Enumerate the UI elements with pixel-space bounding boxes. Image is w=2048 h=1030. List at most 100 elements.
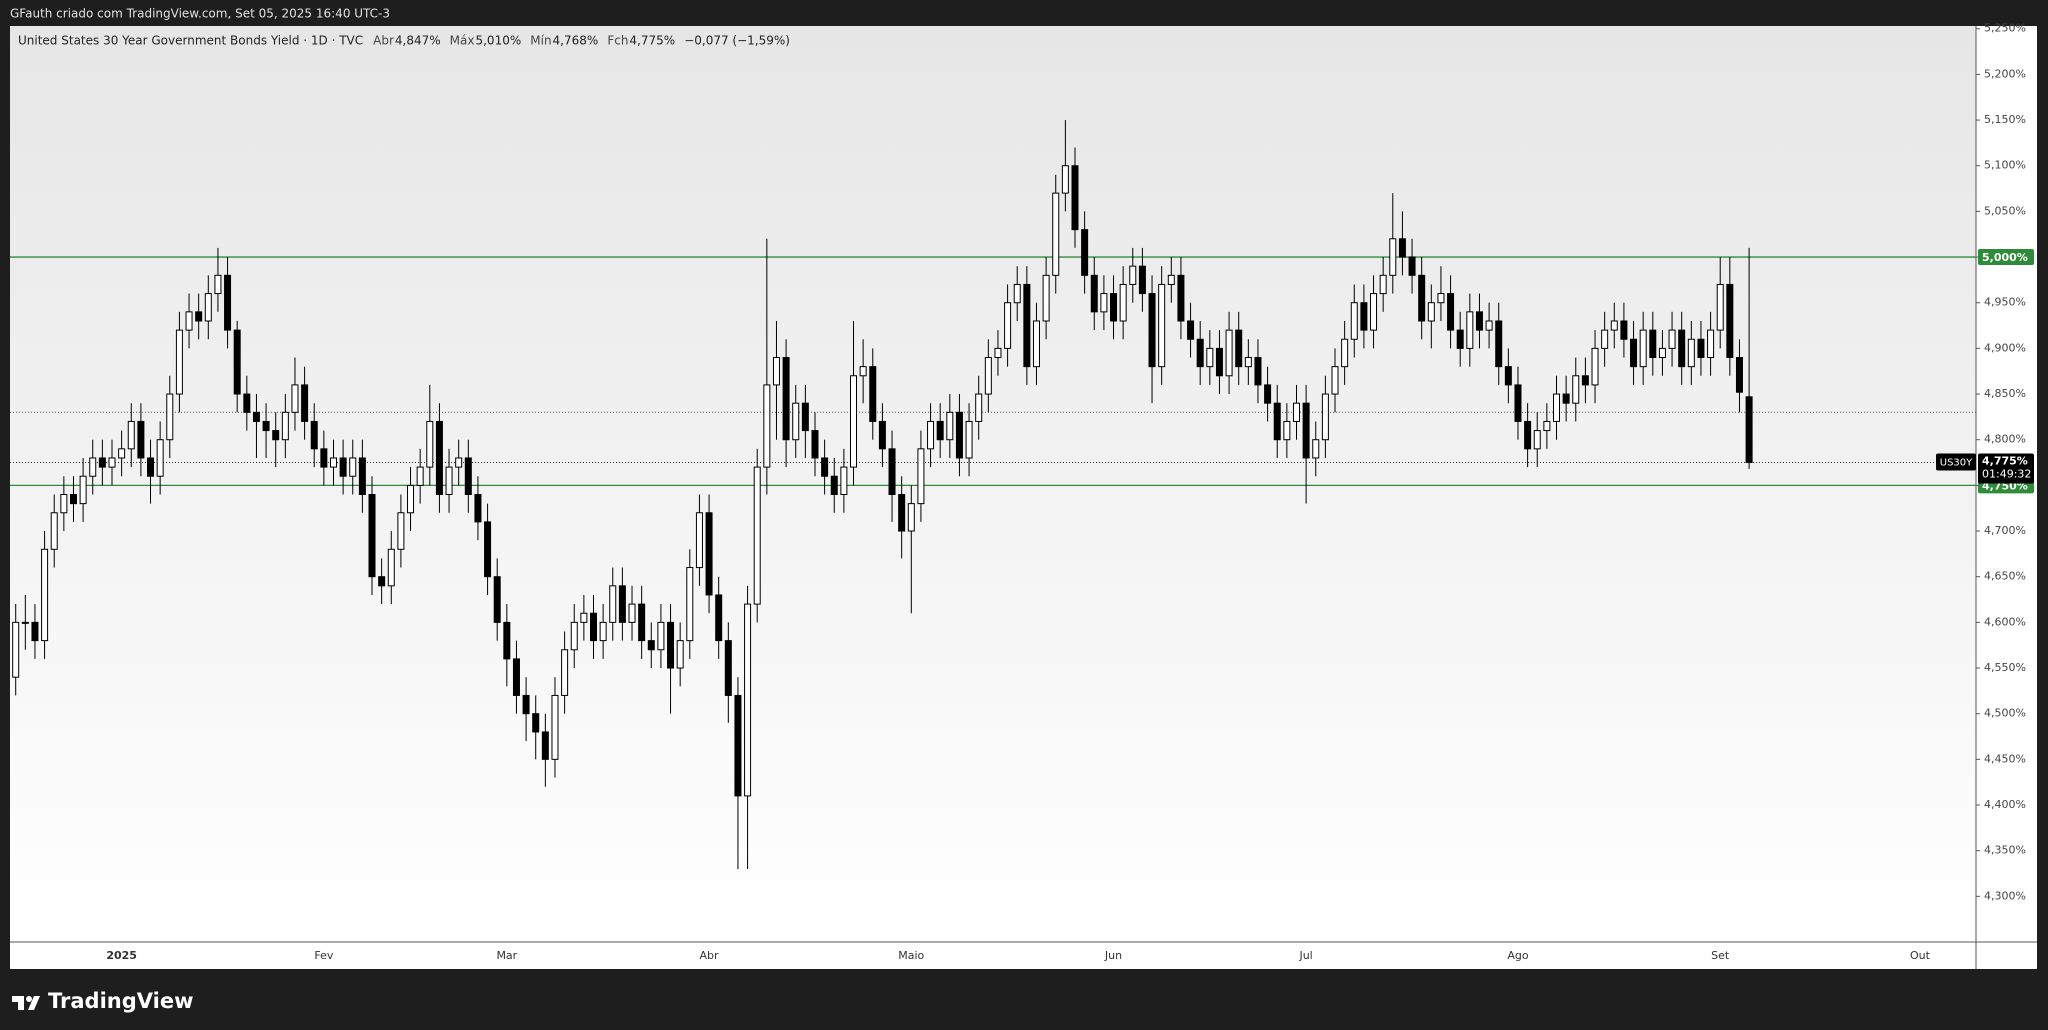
candle-body [79,475,87,505]
candle-body [955,411,963,459]
candle-body [1283,420,1291,441]
candle-body [561,649,569,696]
candle-body [484,521,492,578]
candle-body [1196,338,1204,368]
candle-body [378,576,386,587]
y-tick-label: 4,650% [1984,570,2026,583]
candle-body [416,466,424,486]
candle-body [224,274,232,331]
candle-body [1071,165,1079,231]
y-tick-label: 4,550% [1984,661,2026,674]
candle-body [734,694,742,797]
candle-body [1206,347,1214,368]
candle-body [628,603,636,623]
y-tick-label: 4,500% [1984,707,2026,720]
candle-body [1379,274,1387,295]
candle-body [1398,238,1406,258]
candle-body [243,393,251,413]
x-tick-label: Set [1711,949,1730,962]
candle-body [50,512,58,550]
candle-body [599,621,607,642]
x-tick-label: Abr [700,949,720,962]
candle-body [888,448,896,496]
x-tick-label: Mar [496,949,517,962]
candle-body [1042,274,1050,322]
candle-body [869,366,877,422]
candle-body [1215,347,1223,377]
candle-body [1447,293,1455,331]
candle-body [1023,283,1031,368]
candle-body [715,594,723,642]
candle-body [272,430,280,441]
candle-body [1273,402,1281,441]
candle-body [1562,393,1570,404]
candle-body [859,366,867,377]
candle-body [214,274,222,295]
candle-body [175,329,183,395]
y-tick-label: 4,850% [1984,387,2026,400]
candle-body [1485,320,1493,331]
legend-value: −0,077 (−1,59%) [684,34,790,48]
candle-body [1610,320,1618,331]
candle-body [1244,357,1252,368]
candle-body [118,448,126,459]
candle-body [830,475,838,496]
candle-body [445,466,453,496]
candle-body [695,512,703,569]
candle-body [195,311,203,322]
candle-body [984,357,992,395]
candle-body [31,621,39,642]
candle-body [657,621,665,651]
candle-body [551,694,559,760]
y-tick-label: 4,950% [1984,296,2026,309]
candle-body [21,621,29,624]
chart-title: United States 30 Year Government Bonds Y… [18,34,363,48]
x-tick-label: Jul [1298,949,1312,962]
candle-body [156,439,164,477]
candle-body [1360,302,1368,331]
candle-body [1687,338,1695,368]
candle-body [1716,283,1724,331]
legend-value: Mín [530,34,551,48]
candle-body [1427,302,1435,322]
candle-body [878,420,886,450]
x-tick-label: Ago [1507,949,1529,962]
y-tick-label: 5,250% [1984,22,2026,35]
y-tick-label: 4,450% [1984,752,2026,765]
candle-body [1350,302,1358,340]
candle-body [512,658,520,696]
candle-body [493,576,501,623]
candle-body [917,448,925,505]
legend-value: Fch [607,34,628,48]
candle-body [1514,384,1522,422]
candle-body [1475,311,1483,331]
countdown: 01:49:32 [1982,468,2031,481]
candle-body [252,411,260,422]
legend-value: 4,775% [629,34,675,48]
candle-body [1177,274,1185,322]
candle-body [1389,238,1397,276]
candle-body [185,311,193,331]
candle-body [455,457,463,468]
candle-body [320,448,328,468]
candle-body [840,466,848,496]
candle-body [1543,420,1551,432]
candle-body [368,494,376,578]
candle-body [1572,375,1580,404]
symbol-tag-label: US30Y [1940,458,1973,469]
y-tick-label: 4,800% [1984,433,2026,446]
legend-value: Máx [450,34,475,48]
candle-body [1148,293,1156,368]
candle-body [936,420,944,441]
candle-body [792,402,800,441]
candle-body [763,384,771,468]
legend-value: 4,768% [553,34,599,48]
candle-body [329,457,337,468]
candle-body [1466,311,1474,349]
candle-body [69,494,77,505]
candle-body [811,430,819,459]
candle-body [1158,283,1166,368]
candle-body [1649,329,1657,359]
